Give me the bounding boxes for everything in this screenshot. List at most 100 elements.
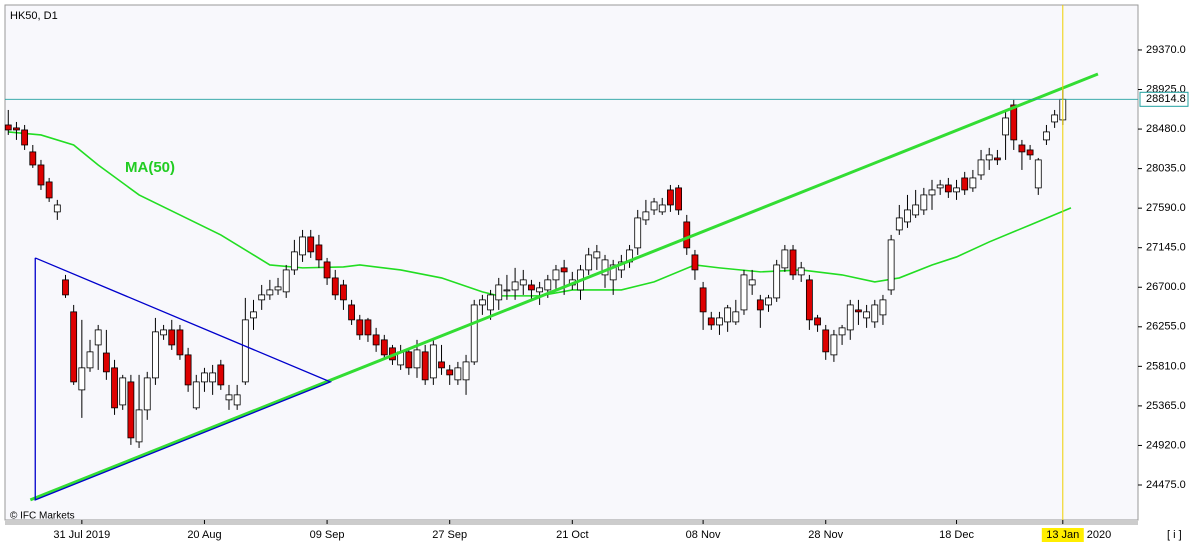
candle-body	[209, 372, 217, 383]
x-tick-label: 31 Jul 2019	[53, 529, 110, 541]
candle-body	[920, 194, 928, 211]
candle-body	[446, 369, 454, 376]
candle-body	[176, 329, 184, 356]
candle-body	[380, 339, 388, 356]
candle-body	[299, 236, 306, 256]
candle-body	[863, 311, 871, 319]
candle-body	[429, 344, 437, 379]
candle-body	[331, 277, 339, 296]
x-tick-label: 13 Jan	[1046, 529, 1079, 541]
candle-body	[838, 327, 846, 336]
candle-body	[119, 377, 127, 406]
candle-body	[781, 249, 789, 269]
candle-body	[503, 289, 511, 292]
candle-body	[307, 236, 315, 253]
candle-body	[323, 261, 331, 279]
candle-body	[822, 329, 830, 353]
candle-body	[928, 189, 936, 196]
candle-body	[740, 274, 748, 311]
candle-body	[634, 217, 642, 249]
candle-body	[944, 184, 952, 193]
candle-body	[887, 239, 895, 291]
candle-body	[658, 204, 666, 213]
candle-body	[29, 151, 37, 166]
candle-body	[724, 307, 732, 323]
candle-body	[127, 381, 135, 439]
candle-body	[536, 287, 544, 293]
candle-body	[21, 129, 29, 146]
candle-body	[977, 159, 985, 176]
candle-body	[421, 351, 429, 381]
candle-body	[830, 334, 838, 356]
candle-body	[601, 259, 609, 276]
candle-body	[511, 281, 519, 291]
candle-body	[201, 372, 208, 383]
candle-body	[675, 187, 682, 211]
y-tick-label: 24920.0	[1146, 439, 1186, 451]
candle-body	[748, 279, 756, 286]
y-tick-label: 25365.0	[1146, 400, 1186, 412]
candle-body	[111, 367, 118, 409]
candle-body	[37, 164, 45, 186]
y-tick-label: 28035.0	[1146, 163, 1186, 175]
candle-body	[936, 184, 944, 189]
candle-body	[953, 187, 960, 193]
x-tick-label: 08 Nov	[686, 529, 721, 541]
candle-body	[609, 264, 617, 281]
y-tick-label: 24475.0	[1146, 479, 1186, 491]
candle-body	[470, 304, 478, 363]
price-label-box	[1139, 91, 1189, 107]
candle-body	[241, 319, 249, 383]
candle-body	[699, 287, 707, 313]
candle-body	[62, 279, 69, 296]
candle-body	[4, 124, 12, 131]
candle-body	[716, 317, 723, 326]
candle-body	[732, 311, 740, 323]
candle-body	[372, 334, 380, 346]
candle-body	[70, 311, 78, 383]
candle-body	[773, 264, 781, 299]
candle-body	[904, 209, 911, 223]
candle-body	[552, 269, 560, 281]
y-tick-label: 28480.0	[1146, 123, 1186, 135]
candle-body	[274, 286, 282, 291]
candle-body	[895, 217, 903, 231]
candle-body	[707, 317, 715, 326]
candle-body	[143, 377, 151, 411]
candle-body	[13, 127, 20, 131]
candle-body	[1051, 114, 1059, 123]
info-button[interactable]: [ i ]	[1167, 529, 1182, 541]
date-highlight	[1041, 528, 1084, 542]
candle-body	[438, 361, 445, 369]
candle-body	[225, 394, 233, 401]
y-tick-label: 26255.0	[1146, 321, 1186, 333]
candle-body	[969, 177, 977, 189]
candle-body	[667, 189, 674, 206]
candle-body	[789, 249, 797, 276]
x-tick-label: 27 Sep	[432, 529, 467, 541]
candle-body	[192, 381, 200, 409]
candle-body	[86, 351, 94, 369]
candle-body	[266, 289, 274, 296]
candle-body	[348, 304, 356, 321]
candle-body	[282, 269, 290, 293]
candle-body	[405, 351, 413, 369]
x-tick-label: 21 Oct	[556, 529, 588, 541]
candle-body	[879, 299, 887, 316]
y-tick-label: 25810.0	[1146, 360, 1186, 372]
candle-body	[1034, 159, 1042, 189]
candle-body	[340, 284, 347, 301]
candle-body	[152, 331, 159, 379]
candle-body	[217, 364, 225, 386]
candle-body	[250, 311, 257, 319]
candle-body	[94, 329, 102, 346]
candle-body	[315, 244, 323, 261]
candle-body	[871, 304, 879, 323]
trendline	[29, 72, 1099, 502]
ma-label: MA(50)	[125, 159, 175, 176]
y-tick-label: 29370.0	[1146, 44, 1186, 56]
candle-body	[805, 279, 813, 321]
watermark: © IFC Markets	[10, 511, 75, 522]
candle-body	[184, 354, 192, 386]
